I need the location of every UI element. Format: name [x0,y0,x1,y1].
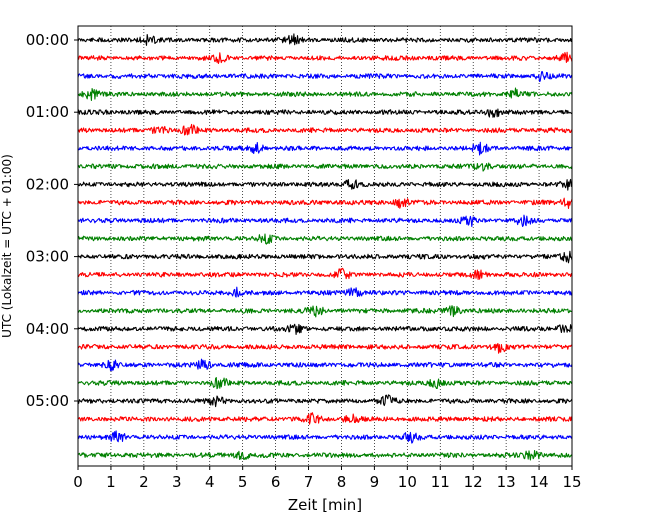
trace-0015 [77,51,573,65]
trace-0345 [77,305,573,318]
x-tick-label-11: 11 [431,473,450,491]
trace-0130 [77,141,573,156]
x-tick-label-7: 7 [304,473,314,491]
trace-0415 [77,343,573,354]
trace-group [77,33,573,461]
x-tick-label-14: 14 [530,473,549,491]
x-tick-label-2: 2 [139,473,149,491]
trace-0400 [77,323,573,335]
y-tick-label-3: 03:00 [26,248,69,266]
y-tick-label-1: 01:00 [26,103,69,121]
x-tick-label-10: 10 [398,473,417,491]
trace-0115 [77,123,573,136]
y-tick-label-0: 00:00 [26,31,69,49]
trace-0300 [77,250,573,264]
trace-0030 [77,71,573,82]
trace-0045 [77,87,573,102]
y-axis-label: UTC (Lokalzeit = UTC + 01:00) [0,154,14,338]
y-axis: 00:00 01:00 02:00 03:00 04:00 05:00 [26,31,78,410]
trace-0245 [77,233,573,245]
x-tick-label-8: 8 [337,473,347,491]
plot-frame [77,25,573,467]
trace-0230 [77,214,573,228]
x-tick-label-4: 4 [205,473,215,491]
x-axis: 0 1 2 3 4 5 6 7 8 9 10 11 12 13 14 15 [73,466,582,491]
trace-0315 [77,267,573,281]
x-tick-label-15: 15 [562,473,581,491]
x-tick-label-13: 13 [497,473,516,491]
grid-lines [110,26,540,466]
x-tick-label-5: 5 [238,473,248,491]
x-tick-label-6: 6 [271,473,281,491]
trace-0530 [77,430,573,444]
trace-0515 [77,412,573,425]
trace-0545 [77,450,573,461]
trace-0445 [78,377,573,390]
x-axis-label: Zeit [min] [288,496,362,514]
x-tick-label-3: 3 [172,473,182,491]
trace-0430 [77,358,573,372]
x-tick-label-1: 1 [106,473,116,491]
y-tick-label-5: 05:00 [26,392,69,410]
trace-0330 [77,286,573,298]
trace-0500 [77,394,573,408]
trace-0215 [77,197,573,210]
y-tick-label-4: 04:00 [26,320,69,338]
trace-0100 [77,108,573,118]
x-tick-label-9: 9 [370,473,380,491]
x-tick-label-0: 0 [73,473,83,491]
trace-0145 [77,162,573,172]
trace-0000 [77,33,573,46]
trace-0200 [77,178,573,191]
y-tick-label-2: 02:00 [26,175,69,193]
x-tick-label-12: 12 [464,473,483,491]
